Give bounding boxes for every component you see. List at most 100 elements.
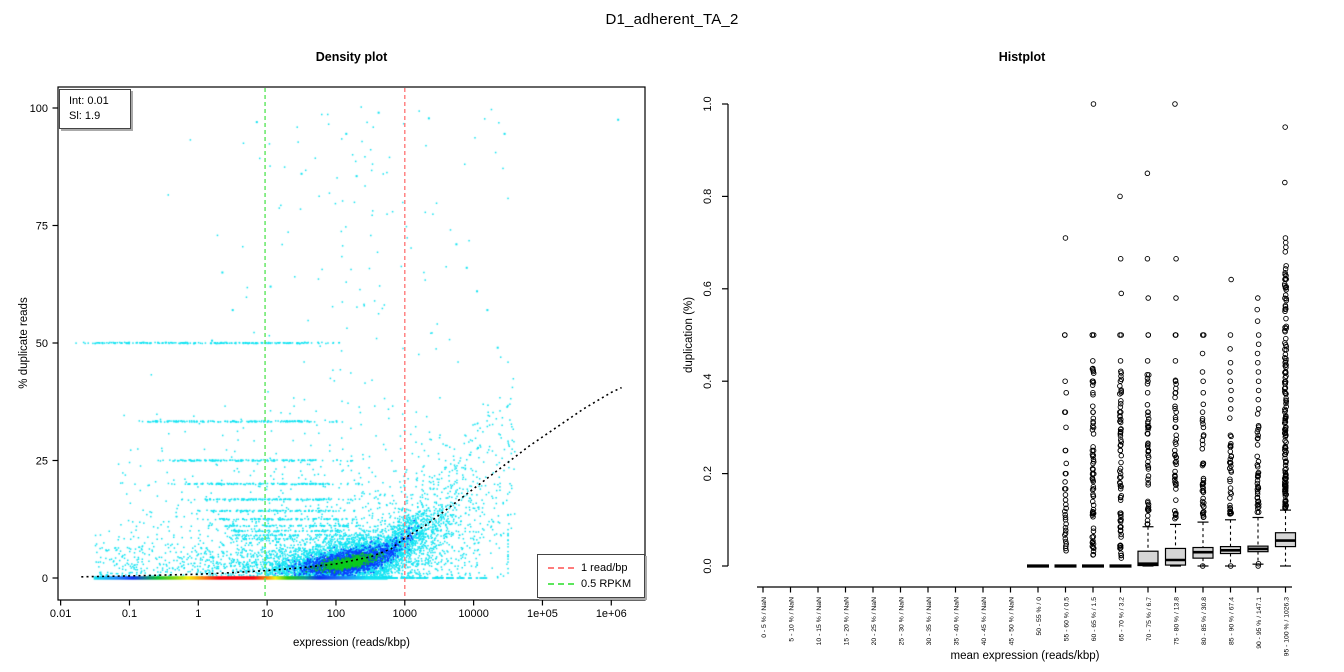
density-plot-title: Density plot <box>315 50 388 64</box>
red-dashed-line-swatch <box>548 567 574 569</box>
outlier-point <box>1090 478 1096 485</box>
outlier-point <box>1283 244 1289 250</box>
outlier-point <box>1254 509 1261 515</box>
outlier-point <box>1200 495 1206 502</box>
outlier-point <box>1117 483 1124 489</box>
outlier-point <box>1282 455 1288 462</box>
density-x-tick-label: 10000 <box>458 608 489 620</box>
outlier-point <box>1118 459 1124 466</box>
outlier-point <box>1089 378 1096 384</box>
threshold-legend: 1 read/bp 0.5 RPKM <box>537 554 645 598</box>
outlier-point <box>1090 423 1096 430</box>
outlier-point <box>1255 387 1262 394</box>
outlier-point <box>1283 403 1289 410</box>
outlier-point <box>1282 438 1288 444</box>
outlier-point <box>1172 394 1178 401</box>
outlier-point <box>1062 470 1069 477</box>
outlier-point <box>1283 449 1289 455</box>
outlier-point <box>1089 427 1096 433</box>
outlier-point <box>1062 235 1069 241</box>
density-x-tick-label: 0.01 <box>50 608 71 620</box>
outlier-point <box>1118 483 1124 490</box>
outlier-point <box>1282 486 1288 493</box>
outlier-point <box>1227 346 1233 352</box>
outlier-point <box>1145 378 1151 384</box>
outlier-point <box>1061 409 1068 415</box>
density-plot-axes: 0.01 0.1 1 10 100 1000 10000 1e+05 1e+06 0 25 50 75 1… <box>30 86 646 620</box>
outlier-point <box>1255 341 1262 347</box>
boxplot <box>1274 124 1297 567</box>
outlier-point <box>1255 472 1261 478</box>
boxplot <box>1247 295 1269 569</box>
histplot-y-tick-label: 0.6 <box>702 281 714 296</box>
outlier-point <box>1117 510 1123 516</box>
outlier-point <box>1063 390 1069 396</box>
fit-curve <box>81 386 622 578</box>
outlier-point <box>1173 409 1179 415</box>
outlier-point <box>1172 468 1178 475</box>
outlier-point <box>1090 498 1096 505</box>
outlier-point <box>1281 281 1288 287</box>
outlier-point <box>1199 350 1206 357</box>
outlier-point <box>1117 332 1123 338</box>
histplot-x-bin-label: 0 - 5 % / NaN <box>761 597 768 638</box>
outlier-point <box>1090 533 1097 540</box>
outlier-point <box>1282 484 1289 490</box>
outlier-point <box>1227 460 1234 466</box>
outlier-point <box>1172 452 1178 458</box>
outlier-point <box>1255 560 1262 567</box>
outlier-point <box>1227 415 1233 421</box>
outlier-point <box>1254 495 1261 501</box>
outlier-point <box>1144 372 1151 378</box>
outlier-point <box>1255 396 1261 403</box>
outlier-point <box>1117 400 1124 407</box>
outlier-point <box>1117 442 1124 449</box>
outlier-point <box>1282 302 1289 309</box>
outlier-point <box>1173 295 1179 301</box>
outlier-point <box>1283 306 1289 312</box>
density-y-tick-label: 50 <box>36 338 48 350</box>
outlier-point <box>1117 193 1123 200</box>
outlier-point <box>1145 482 1151 488</box>
outlier-point <box>1283 373 1289 379</box>
outlier-point <box>1144 358 1151 364</box>
outlier-point <box>1172 332 1179 338</box>
outlier-point <box>1062 545 1069 552</box>
outlier-point <box>1062 447 1069 454</box>
outlier-point <box>1227 332 1234 338</box>
outlier-point <box>1145 412 1151 419</box>
outlier-point <box>1145 480 1151 486</box>
outlier-point <box>1144 375 1151 382</box>
fit-stats-box: Int: 0.01 Sl: 1.9 <box>59 89 131 129</box>
outlier-point <box>1117 465 1124 472</box>
outlier-point <box>1200 378 1206 384</box>
outlier-point <box>1200 421 1206 427</box>
outlier-point <box>1090 486 1097 492</box>
boxplot <box>1109 193 1132 568</box>
histplot-x-bin-label: 30 - 35 % / NaN <box>926 597 933 645</box>
outlier-point <box>1228 469 1235 475</box>
outlier-point <box>1146 424 1152 430</box>
outlier-point <box>1117 542 1124 549</box>
outlier-point <box>1063 521 1069 527</box>
outlier-point <box>1172 459 1179 466</box>
outlier-point <box>1200 424 1207 431</box>
outlier-point <box>1254 480 1261 487</box>
outlier-point <box>1282 451 1289 458</box>
histplot-x-bin-label: 70 - 75 % / 6.7 <box>1146 597 1153 641</box>
outlier-point <box>1090 391 1096 398</box>
outlier-point <box>1255 563 1261 569</box>
histplot-x-bin-label: 60 - 65 % / 1.5 <box>1091 597 1098 641</box>
outlier-point <box>1227 444 1234 450</box>
outlier-point <box>1117 524 1123 530</box>
outlier-point <box>1199 480 1206 487</box>
histplot-y-tick-label: 0.8 <box>702 189 714 204</box>
density-x-tick-label: 0.1 <box>122 608 137 620</box>
outlier-point <box>1227 505 1234 512</box>
outlier-point <box>1282 342 1289 348</box>
outlier-point <box>1173 454 1179 461</box>
outlier-point <box>1282 292 1289 298</box>
histplot-x-bin-label: 40 - 45 % / NaN <box>981 597 988 645</box>
boxplot <box>1082 101 1104 568</box>
outlier-point <box>1282 179 1288 186</box>
